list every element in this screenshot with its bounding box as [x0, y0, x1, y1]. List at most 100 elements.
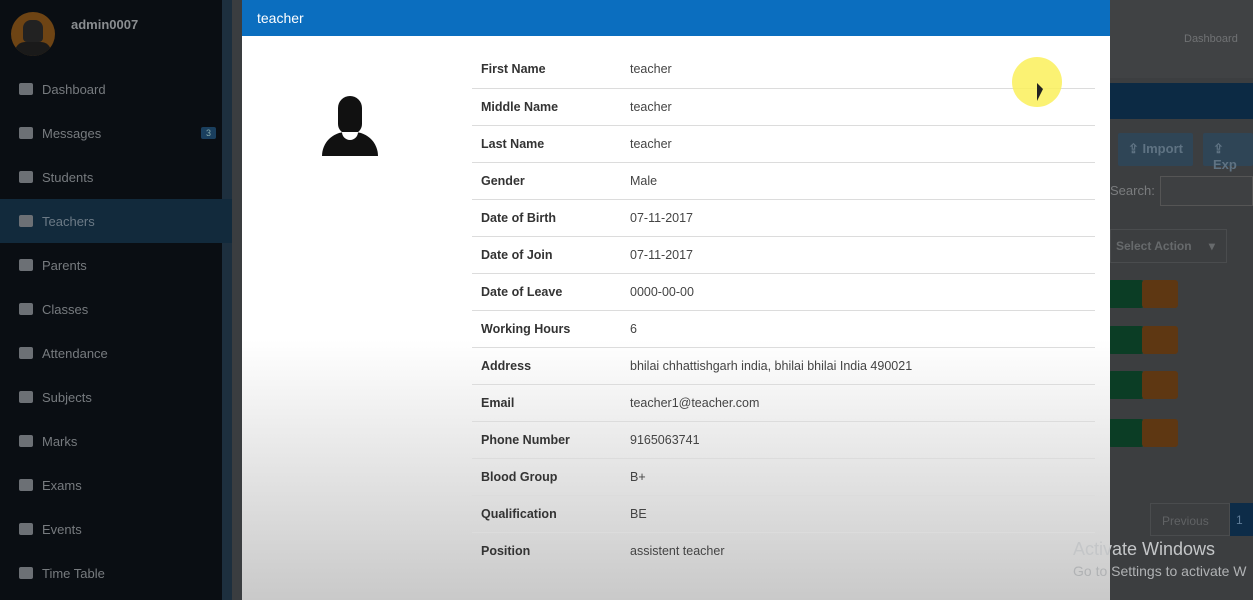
edit-button[interactable]: [1142, 326, 1178, 354]
view-button[interactable]: [1108, 326, 1144, 354]
teacher-details-table: First Name teacher Middle Name teacher Last …: [472, 51, 1095, 569]
sidebar-item-subjects[interactable]: Subjects: [0, 375, 232, 419]
field-label: Working Hours: [472, 310, 630, 348]
background-page: Dashboard ⇪ Import ⇪ Exp Search: Select …: [1108, 0, 1253, 600]
detail-row: Blood Group B+: [472, 458, 1095, 496]
sidebar-item-messages[interactable]: Messages 3: [0, 111, 232, 155]
field-label: First Name: [472, 51, 630, 89]
sidebar: admin0007 Dashboard Messages 3 Students Teac…: [0, 0, 232, 600]
subjects-icon: [19, 391, 33, 403]
field-label: Email: [472, 384, 630, 422]
teacher-detail-modal: teacher First Name teacher Middle Name teac…: [242, 0, 1110, 600]
field-value: 07-11-2017: [630, 199, 1095, 237]
detail-row: Position assistent teacher: [472, 532, 1095, 569]
messages-count-badge: 3: [200, 127, 216, 139]
detail-row: Email teacher1@teacher.com: [472, 384, 1095, 422]
detail-row: Phone Number 9165063741: [472, 421, 1095, 459]
sidebar-item-label: Teachers: [42, 213, 95, 229]
breadcrumb-dashboard[interactable]: Dashboard: [1184, 33, 1238, 45]
sidebar-item-label: Parents: [42, 257, 87, 273]
detail-row: Gender Male: [472, 162, 1095, 200]
windows-watermark-title: Activate Windows: [1073, 539, 1216, 559]
sidebar-item-label: Events: [42, 521, 82, 537]
sidebar-item-students[interactable]: Students: [0, 155, 232, 199]
edit-button[interactable]: [1142, 280, 1178, 308]
panel-header: [1110, 83, 1253, 119]
field-value: B+: [630, 458, 1095, 496]
sidebar-nav: Dashboard Messages 3 Students Teachers Parent…: [0, 67, 232, 595]
sidebar-edge: [222, 0, 232, 600]
sidebar-item-label: Marks: [42, 433, 78, 449]
username: admin0007: [71, 17, 139, 32]
field-label: Blood Group: [472, 458, 630, 496]
sidebar-item-label: Messages: [42, 125, 102, 141]
field-value: teacher1@teacher.com: [630, 384, 1095, 422]
detail-row: Qualification BE: [472, 495, 1095, 533]
sidebar-item-label: Classes: [42, 301, 89, 317]
sidebar-item-marks[interactable]: Marks: [0, 419, 232, 463]
sidebar-item-teachers[interactable]: Teachers: [0, 199, 232, 243]
sidebar-item-classes[interactable]: Classes: [0, 287, 232, 331]
detail-row: Working Hours 6: [472, 310, 1095, 348]
select-action-label: Select Action: [1116, 239, 1192, 253]
previous-page-button[interactable]: Previous: [1150, 503, 1230, 536]
field-value: bhilai chhattishgarh india, bhilai bhila…: [630, 347, 1095, 385]
windows-watermark-subtitle: Go to Settings to activate W: [1073, 563, 1247, 579]
sidebar-item-label: Attendance: [42, 345, 108, 361]
field-value: Male: [630, 162, 1095, 200]
field-label: Date of Birth: [472, 199, 630, 237]
students-icon: [19, 171, 33, 183]
edit-button[interactable]: [1142, 419, 1178, 447]
view-button[interactable]: [1108, 280, 1144, 308]
field-value: 07-11-2017: [630, 236, 1095, 274]
sidebar-item-attendance[interactable]: Attendance: [0, 331, 232, 375]
sidebar-item-exams[interactable]: Exams: [0, 463, 232, 507]
dashboard-icon: [19, 83, 33, 95]
field-label: Date of Leave: [472, 273, 630, 311]
detail-row: Date of Join 07-11-2017: [472, 236, 1095, 274]
import-button[interactable]: ⇪ Import: [1118, 133, 1193, 166]
sidebar-item-events[interactable]: Events: [0, 507, 232, 551]
detail-row: First Name teacher: [472, 51, 1095, 89]
sidebar-item-dashboard[interactable]: Dashboard: [0, 67, 232, 111]
edit-button[interactable]: [1142, 371, 1178, 399]
field-label: Date of Join: [472, 236, 630, 274]
search-input[interactable]: [1160, 176, 1253, 206]
field-label: Qualification: [472, 495, 630, 533]
field-label: Gender: [472, 162, 630, 200]
time-table-icon: [19, 567, 33, 579]
field-value: 0000-00-00: [630, 273, 1095, 311]
attendance-icon: [19, 347, 33, 359]
field-label: Last Name: [472, 125, 630, 163]
modal-title: teacher: [242, 0, 1110, 36]
search-label: Search:: [1110, 183, 1155, 198]
view-button[interactable]: [1108, 419, 1144, 447]
detail-row: Middle Name teacher: [472, 88, 1095, 126]
mouse-cursor-icon: [1012, 57, 1062, 107]
user-panel: admin0007: [11, 12, 138, 56]
detail-row: Date of Leave 0000-00-00: [472, 273, 1095, 311]
field-value: teacher: [630, 125, 1095, 163]
field-label: Middle Name: [472, 88, 630, 126]
sidebar-item-label: Time Table: [42, 565, 105, 581]
page-1-button[interactable]: 1: [1230, 503, 1253, 536]
person-silhouette-icon: [322, 96, 378, 156]
sidebar-item-label: Dashboard: [42, 81, 106, 97]
view-button[interactable]: [1108, 371, 1144, 399]
field-label: Position: [481, 543, 531, 558]
parents-icon: [19, 259, 33, 271]
sidebar-item-time-table[interactable]: Time Table: [0, 551, 232, 595]
sidebar-item-parents[interactable]: Parents: [0, 243, 232, 287]
detail-row: Address bhilai chhattishgarh india, bhila…: [472, 347, 1095, 385]
field-value: 6: [630, 310, 1095, 348]
teachers-icon: [19, 215, 33, 227]
export-label: Exp: [1213, 157, 1237, 172]
detail-row: Last Name teacher: [472, 125, 1095, 163]
select-action-dropdown[interactable]: Select Action ▾: [1110, 229, 1227, 263]
field-value: BE: [630, 495, 1095, 533]
top-bar: Dashboard: [1110, 0, 1253, 78]
field-label: Address: [472, 347, 630, 385]
export-button[interactable]: ⇪ Exp: [1203, 133, 1253, 172]
sidebar-item-label: Exams: [42, 477, 82, 493]
avatar: [11, 12, 55, 56]
